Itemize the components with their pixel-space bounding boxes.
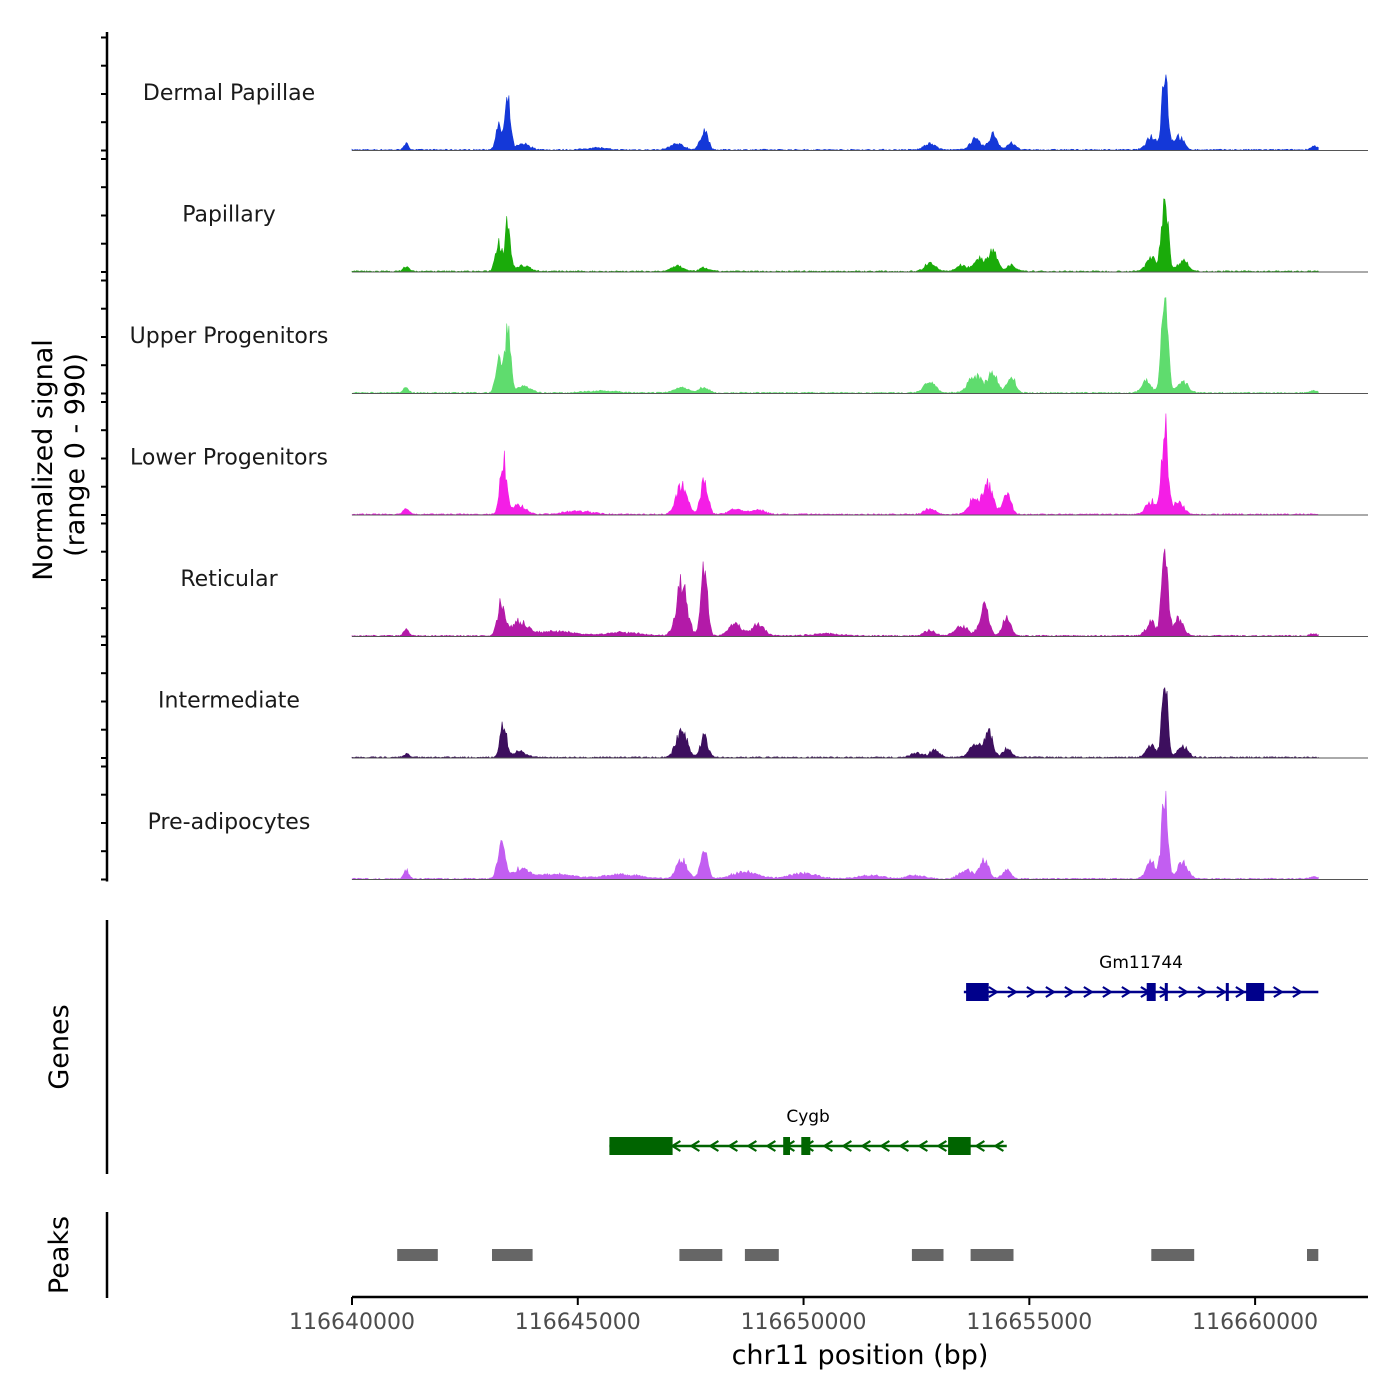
track-lower-progenitors: Lower Progenitors xyxy=(130,413,1368,516)
exon xyxy=(1164,983,1168,1001)
x-axis: 116640000 116645000 116650000 116655000 1166… xyxy=(289,1295,1368,1335)
strand-arrow xyxy=(1216,986,1227,998)
x-axis-title: chr11 position (bp) xyxy=(732,1340,989,1371)
track-label: Pre-adipocytes xyxy=(148,810,311,835)
exon xyxy=(609,1137,673,1155)
genes-track-title: Genes xyxy=(44,1004,75,1089)
y-axis-title-line1: Normalized signal xyxy=(28,339,59,581)
strand-arrow xyxy=(993,1140,1004,1152)
exon xyxy=(1246,983,1265,1001)
strand-arrow xyxy=(689,1140,700,1152)
signal-area xyxy=(351,687,1319,759)
track-pre-adipocytes: Pre-adipocytes xyxy=(148,790,1368,880)
signal-tracks: Dermal Papillae Papillary Upper Progenitor… xyxy=(130,74,1368,880)
strand-arrow xyxy=(727,1140,738,1152)
signal-area xyxy=(351,297,1319,394)
exon xyxy=(783,1137,790,1155)
strand-arrow xyxy=(1026,986,1037,998)
signal-area xyxy=(351,74,1319,151)
strand-arrow xyxy=(1292,986,1303,998)
strand-arrow xyxy=(841,1140,852,1152)
strand-arrow xyxy=(746,1140,757,1152)
strand-arrow xyxy=(1159,986,1170,998)
exon xyxy=(948,1137,971,1155)
strand-arrow xyxy=(1197,986,1208,998)
strand-arrow xyxy=(708,1140,719,1152)
strand-arrow xyxy=(822,1140,833,1152)
track-label: Lower Progenitors xyxy=(130,446,328,471)
y-axis-title-line2: (range 0 - 990) xyxy=(60,353,91,557)
x-tick-label: 116640000 xyxy=(289,1310,415,1335)
peak-region xyxy=(970,1249,1014,1261)
strand-arrow xyxy=(936,1140,947,1152)
track-reticular: Reticular xyxy=(180,548,1368,637)
track-label: Upper Progenitors xyxy=(130,324,329,349)
gene-name-label: Gm11744 xyxy=(1099,953,1183,973)
strand-arrow xyxy=(898,1140,909,1152)
signal-area xyxy=(351,548,1319,637)
x-tick-label: 116645000 xyxy=(515,1310,641,1335)
peak-region xyxy=(744,1249,779,1261)
strand-arrow xyxy=(1235,986,1246,998)
gene-gm11744: Gm11744 xyxy=(963,953,1319,1001)
gene-name-label: Cygb xyxy=(786,1107,830,1127)
strand-arrow xyxy=(765,1140,776,1152)
strand-arrow xyxy=(1064,986,1075,998)
track-dermal-papillae: Dermal Papillae xyxy=(143,74,1368,151)
strand-arrow xyxy=(1083,986,1094,998)
peak-region xyxy=(1151,1249,1195,1261)
exon xyxy=(966,983,989,1001)
strand-arrow xyxy=(1007,986,1018,998)
track-intermediate: Intermediate xyxy=(158,687,1368,759)
strand-arrow xyxy=(1045,986,1056,998)
strand-arrow xyxy=(1178,986,1189,998)
track-label: Dermal Papillae xyxy=(143,81,315,106)
track-papillary: Papillary xyxy=(182,198,1368,273)
strand-arrow xyxy=(879,1140,890,1152)
x-tick-label: 116655000 xyxy=(966,1310,1092,1335)
peaks-track xyxy=(397,1249,1319,1261)
peak-region xyxy=(492,1249,533,1261)
strand-arrow xyxy=(917,1140,928,1152)
strand-arrow xyxy=(988,986,999,998)
gene-cygb: Cygb xyxy=(609,1107,1007,1155)
x-tick-label: 116650000 xyxy=(741,1310,867,1335)
signal-y-axis xyxy=(101,32,109,882)
peak-region xyxy=(1307,1249,1319,1261)
peak-region xyxy=(397,1249,438,1261)
peaks-track-title: Peaks xyxy=(44,1216,75,1294)
signal-area xyxy=(351,413,1319,516)
exon xyxy=(1146,983,1156,1001)
strand-arrow xyxy=(1121,986,1132,998)
strand-arrow xyxy=(1102,986,1113,998)
peak-region xyxy=(911,1249,944,1261)
exon xyxy=(1225,983,1229,1001)
strand-arrow xyxy=(860,1140,871,1152)
track-label: Papillary xyxy=(182,203,276,228)
strand-arrow xyxy=(1273,986,1284,998)
peak-region xyxy=(679,1249,723,1261)
x-tick-label: 116660000 xyxy=(1192,1310,1318,1335)
track-label: Intermediate xyxy=(158,689,300,714)
strand-arrow xyxy=(974,1140,985,1152)
track-upper-progenitors: Upper Progenitors xyxy=(130,297,1368,394)
genes-track: Gm11744 Cygb xyxy=(609,953,1319,1155)
signal-area xyxy=(351,198,1319,273)
signal-area xyxy=(351,790,1319,880)
exon xyxy=(801,1137,811,1155)
track-label: Reticular xyxy=(180,567,278,592)
